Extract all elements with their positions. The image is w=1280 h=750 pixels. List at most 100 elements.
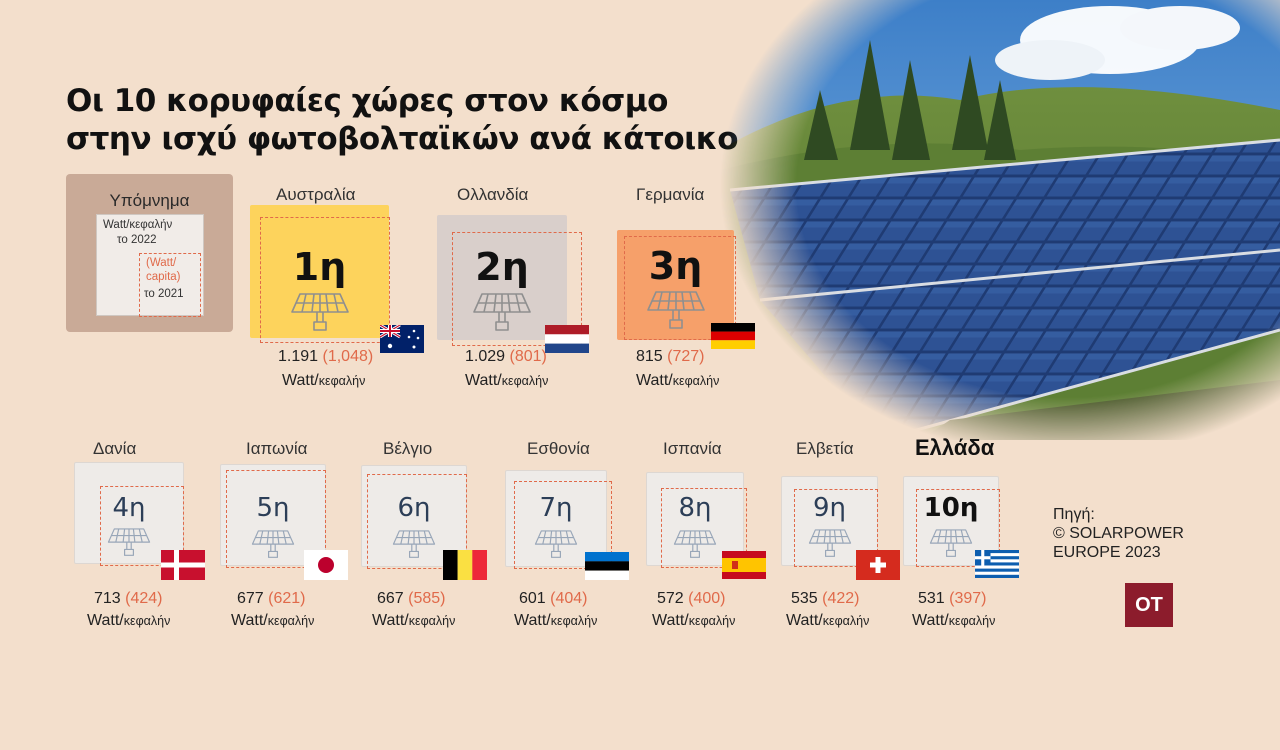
- unit-sub: κεφαλήν: [688, 614, 736, 628]
- dashed-2021-box: [794, 489, 878, 567]
- solar-panel-icon: [534, 528, 578, 566]
- country-name: Ολλανδία: [457, 185, 529, 204]
- value-2022: 1.029: [465, 348, 506, 365]
- source-label: Πηγή:: [1053, 506, 1095, 523]
- value-2022: 531: [918, 590, 945, 607]
- solar-panel-icon: [392, 528, 436, 566]
- solar-panel-icon: [107, 526, 151, 564]
- country-name: Ισπανία: [663, 439, 722, 458]
- switzerland-flag: [856, 550, 900, 585]
- rank-card: 2η: [437, 215, 582, 346]
- value-2022: 713: [94, 590, 121, 607]
- unit-label: Watt/κεφαλήν: [652, 612, 735, 630]
- legend-year-2021: το 2021: [144, 288, 184, 300]
- value-2021: (404): [550, 590, 588, 607]
- country-name: Ιαπωνία: [246, 439, 308, 458]
- greece-flag: [975, 550, 1019, 583]
- unit-main: Watt/: [231, 612, 268, 629]
- value-2022: 677: [237, 590, 264, 607]
- unit-label: Watt/κεφαλήν: [786, 612, 869, 630]
- value-2021: (801): [509, 348, 547, 365]
- solar-panel-icon: [673, 528, 717, 566]
- power-values: 535 (422): [791, 590, 860, 608]
- dashed-2021-box: [624, 236, 736, 340]
- unit-label: Watt/κεφαλήν: [636, 372, 719, 390]
- solar-farm-photo: [720, 0, 1280, 440]
- power-values: 601 (404): [519, 590, 588, 608]
- rank-card: 4η: [74, 462, 184, 566]
- value-2022: 815: [636, 348, 663, 365]
- unit-label: Watt/κεφαλήν: [465, 372, 548, 390]
- value-2021: (397): [949, 590, 987, 607]
- unit-sub: κεφαλήν: [318, 374, 366, 388]
- unit-sub: κεφαλήν: [501, 374, 549, 388]
- power-values: 713 (424): [94, 590, 163, 608]
- country-name: Αυστραλία: [276, 185, 356, 204]
- dashed-2021-box: [514, 481, 612, 569]
- country-name: Γερμανία: [636, 185, 705, 204]
- estonia-flag: [585, 552, 629, 585]
- unit-main: Watt/: [636, 372, 673, 389]
- rank-label: 4η: [112, 493, 146, 523]
- source-note: Πηγή: © SOLARPOWER EUROPE 2023: [1053, 505, 1184, 562]
- unit-main: Watt/: [514, 612, 551, 629]
- value-2021: (1,048): [322, 348, 374, 365]
- rank-label: 10η: [923, 493, 979, 523]
- unit-label: Watt/κεφαλήν: [912, 612, 995, 630]
- legend-dashed-box: (Watt/capita) το 2021: [139, 253, 201, 317]
- rank-label: 3η: [648, 244, 703, 288]
- dashed-2021-box: [916, 489, 1000, 567]
- power-values: 1.191 (1,048): [278, 348, 373, 366]
- country-name: Βέλγιο: [383, 439, 433, 458]
- dashed-2021-box: [367, 474, 467, 569]
- rank-card: 7η: [505, 470, 612, 569]
- value-2022: 535: [791, 590, 818, 607]
- rank-card: 5η: [220, 464, 326, 568]
- rank-label: 5η: [256, 493, 290, 523]
- unit-main: Watt/: [87, 612, 124, 629]
- value-2022: 601: [519, 590, 546, 607]
- unit-main: Watt/: [282, 372, 319, 389]
- source-org: © SOLARPOWER: [1053, 525, 1184, 542]
- legend: Υπόμνημα Watt/κεφαλήν το 2022 (Watt/capi…: [66, 174, 233, 332]
- rank-label: 7η: [539, 493, 573, 523]
- source-year: EUROPE 2023: [1053, 544, 1161, 561]
- dashed-2021-box: [100, 486, 184, 566]
- value-2021: (727): [667, 348, 705, 365]
- legend-title: Υπόμνημα: [109, 191, 190, 210]
- unit-main: Watt/: [912, 612, 949, 629]
- solar-panel-icon: [929, 527, 973, 565]
- solar-panel-icon: [472, 290, 532, 340]
- rank-card: 8η: [646, 472, 747, 568]
- power-values: 667 (585): [377, 590, 446, 608]
- value-2021: (400): [688, 590, 726, 607]
- unit-main: Watt/: [652, 612, 689, 629]
- solar-panel-icon: [251, 528, 295, 566]
- ot-logo: OT: [1125, 583, 1173, 627]
- dashed-2021-box: [226, 470, 326, 568]
- unit-label: Watt/κεφαλήν: [514, 612, 597, 630]
- rank-label: 2η: [475, 245, 529, 289]
- value-2021: (424): [125, 590, 163, 607]
- country-name: Δανία: [93, 439, 137, 458]
- legend-unit-2022: Watt/κεφαλήν: [103, 219, 173, 231]
- value-2021: (585): [408, 590, 446, 607]
- unit-sub: κεφαλήν: [672, 374, 720, 388]
- solar-panel-icon: [290, 290, 350, 340]
- legend-card: Watt/κεφαλήν το 2022 (Watt/capita) το 20…: [96, 214, 204, 317]
- power-values: 572 (400): [657, 590, 726, 608]
- value-2022: 572: [657, 590, 684, 607]
- rank-label: 9η: [812, 493, 847, 523]
- solar-panel-icon: [646, 288, 706, 338]
- belgium-flag: [443, 550, 487, 585]
- germany-flag: [711, 323, 755, 354]
- unit-main: Watt/: [372, 612, 409, 629]
- dashed-2021-box: [260, 217, 390, 343]
- dashed-2021-box: [452, 232, 582, 346]
- value-2021: (422): [822, 590, 860, 607]
- value-2022: 1.191: [278, 348, 319, 365]
- rank-label: 6η: [397, 493, 431, 523]
- rank-label: 1η: [292, 245, 347, 289]
- title-line-2: στην ισχύ φωτοβολταϊκών ανά κάτοικο: [66, 121, 739, 157]
- unit-main: Watt/: [465, 372, 502, 389]
